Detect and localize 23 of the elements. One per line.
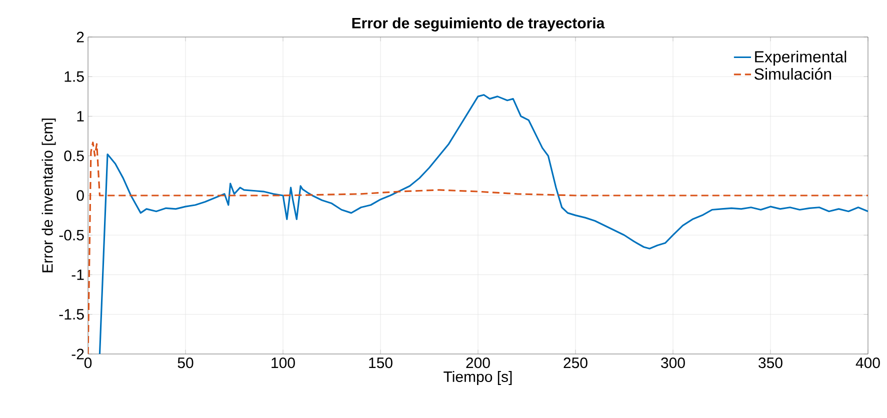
y-tick-label: -1 (72, 270, 84, 280)
y-axis-title: Error de inventario [cm] (42, 118, 56, 272)
x-tick-label: 100 (272, 358, 295, 368)
y-tick-label: -2 (72, 348, 84, 360)
x-tick-label: 150 (369, 358, 392, 368)
x-tick-label: 0 (84, 358, 92, 368)
legend-label: Simulación (754, 68, 832, 80)
y-tick-label: -0.5 (59, 230, 84, 240)
x-tick-label: 400 (856, 358, 880, 368)
y-tick-label: 1 (77, 111, 84, 122)
legend-label: Experimental (755, 50, 846, 66)
y-tick-label: 0 (76, 190, 84, 201)
x-tick-label: 350 (758, 358, 782, 368)
y-tick-label: -1.5 (59, 309, 84, 320)
x-tick-label: 200 (466, 358, 490, 368)
y-tick-label: 1.5 (64, 71, 84, 82)
chart-title: Error de seguimiento de trayectoria (352, 17, 605, 32)
y-tick-label: 0.5 (64, 150, 84, 162)
x-tick-label: 50 (178, 358, 194, 368)
x-tick-label: 300 (661, 358, 685, 368)
y-tick-label: 2 (76, 32, 84, 42)
x-tick-label: 250 (564, 358, 588, 368)
x-axis-title: Tiempo [s] (444, 371, 512, 385)
